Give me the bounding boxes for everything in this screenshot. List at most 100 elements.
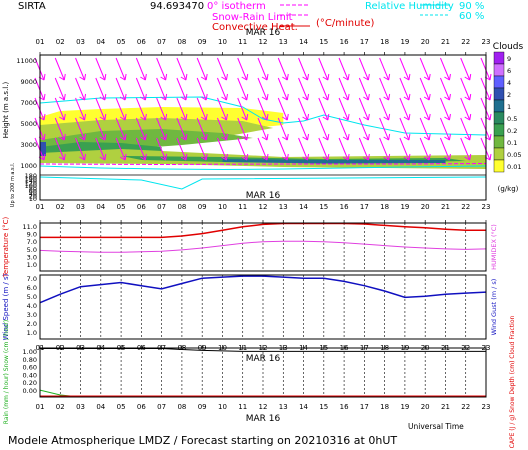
colorbar-swatch [493, 135, 505, 149]
header: SIRTA 94.693470 0° isotherm Snow-Rain Li… [18, 1, 484, 33]
wind-arrow-head [282, 133, 289, 141]
wind-arrow [176, 117, 187, 141]
colorbar-swatch [493, 75, 505, 89]
cape-axis-title: CAPE (J / g) Snow Depth (cm) Cloud Fract… [509, 315, 516, 448]
wind-arrow [318, 137, 329, 161]
wind-arrow-head [444, 113, 451, 121]
colorbar-label: 2 [507, 91, 511, 99]
wind-arrow-head [59, 133, 66, 141]
cloud-field [40, 107, 486, 169]
wind-tick: 1.0 [27, 329, 37, 337]
wind-arrow-head [444, 73, 451, 81]
wind-arrow [358, 117, 369, 141]
wind-arrow-head [423, 113, 431, 121]
wind-arrow [75, 97, 86, 121]
wind-arrow [277, 137, 288, 161]
precip-tick: 0.40 [23, 371, 37, 379]
wind-tick: 7.0 [27, 275, 37, 283]
hour-label: 07 [157, 403, 166, 411]
wind-arrow-head [221, 113, 228, 121]
hour-label: 08 [177, 203, 186, 211]
wind-arrow-head [140, 93, 147, 101]
wind-arrow-head [363, 113, 370, 121]
precip-tick: 0.00 [23, 387, 37, 395]
temperature-line [40, 222, 486, 239]
wind-arrow-head [261, 133, 269, 141]
wind-arrow-head [241, 153, 249, 161]
wind-arrow [95, 97, 106, 121]
wind-arrow-head [59, 153, 66, 161]
hour-label: 07 [157, 344, 166, 352]
height-tick-low: 80 [29, 185, 37, 193]
wind-arrow-head [221, 133, 228, 141]
hour-label: 09 [198, 203, 207, 211]
wind-arrow [257, 97, 268, 121]
wind-arrow-head [180, 133, 188, 141]
wind-arrow-head [160, 113, 168, 121]
temp-tick: 5.0 [27, 246, 37, 254]
hour-label: 15 [319, 203, 328, 211]
wind-arrow [196, 117, 207, 141]
hour-label: 03 [76, 203, 85, 211]
wind-arrow [54, 117, 65, 141]
wind-arrow [318, 117, 329, 141]
temp-tick: 1.0 [27, 261, 37, 269]
hour-label: 21 [441, 203, 450, 211]
wind-arrow [358, 137, 369, 161]
hour-label: 20 [421, 344, 430, 352]
wind-arrow-head [59, 93, 66, 101]
temp-tick: 7.0 [27, 238, 37, 246]
hour-label: 14 [299, 38, 308, 46]
hour-label: 10 [218, 403, 227, 411]
wind-arrow [399, 57, 410, 81]
wind-arrow-head [79, 113, 87, 121]
temp-tick: 11.0 [23, 223, 37, 231]
hour-label: 11 [238, 38, 247, 46]
hour-label: 02 [56, 203, 65, 211]
hour-label: 09 [198, 38, 207, 46]
height-low-axis-title: Up to 200 m a.s.l. [10, 162, 16, 207]
wind-arrow [419, 97, 430, 121]
date-label: MAR 16 [246, 354, 281, 364]
wind-arrow [277, 57, 288, 81]
wind-tick: 2.0 [27, 320, 37, 328]
precip-tick: 1.00 [23, 348, 37, 356]
wind-arrow-head [322, 133, 330, 141]
hour-label: 13 [279, 38, 288, 46]
wind-arrow [277, 117, 288, 141]
height-axis-title: Height (m a.s.l.) [2, 82, 10, 139]
wind-arrow-head [119, 113, 127, 121]
wind-arrow-head [363, 93, 370, 101]
hour-label: 10 [218, 203, 227, 211]
hour-label: 08 [177, 344, 186, 352]
colorbar-label: 6 [507, 67, 511, 75]
wind-arrow [156, 137, 167, 161]
wind-arrow-head [464, 73, 472, 81]
wind-arrow [75, 137, 86, 161]
hour-label: 10 [218, 344, 227, 352]
wind-arrow [196, 97, 207, 121]
wind-arrow [277, 97, 288, 121]
wind-arrow [115, 117, 126, 141]
hour-label: 06 [137, 203, 146, 211]
wind-arrow [196, 137, 207, 161]
wind-arrow-head [200, 93, 208, 101]
wind-arrow [216, 57, 227, 81]
wind-arrow-head [342, 153, 350, 161]
wind-arrow [237, 117, 248, 141]
hour-label: 09 [198, 403, 207, 411]
wind-arrow-head [261, 113, 269, 121]
wind-axis-title: Wind Speed (m / s) [2, 273, 10, 340]
height-tick: 7000 [20, 99, 37, 107]
hour-label: 16 [340, 403, 349, 411]
wind-arrow-head [363, 73, 370, 81]
hour-label: 20 [421, 38, 430, 46]
wind-arrow-head [403, 133, 411, 141]
wind-arrow [277, 77, 288, 101]
hour-label: 11 [238, 344, 247, 352]
rh-contour [39, 165, 487, 171]
wind-arrow-head [99, 113, 107, 121]
height-tick-low: 100 [25, 182, 37, 190]
hour-label: 13 [279, 344, 288, 352]
